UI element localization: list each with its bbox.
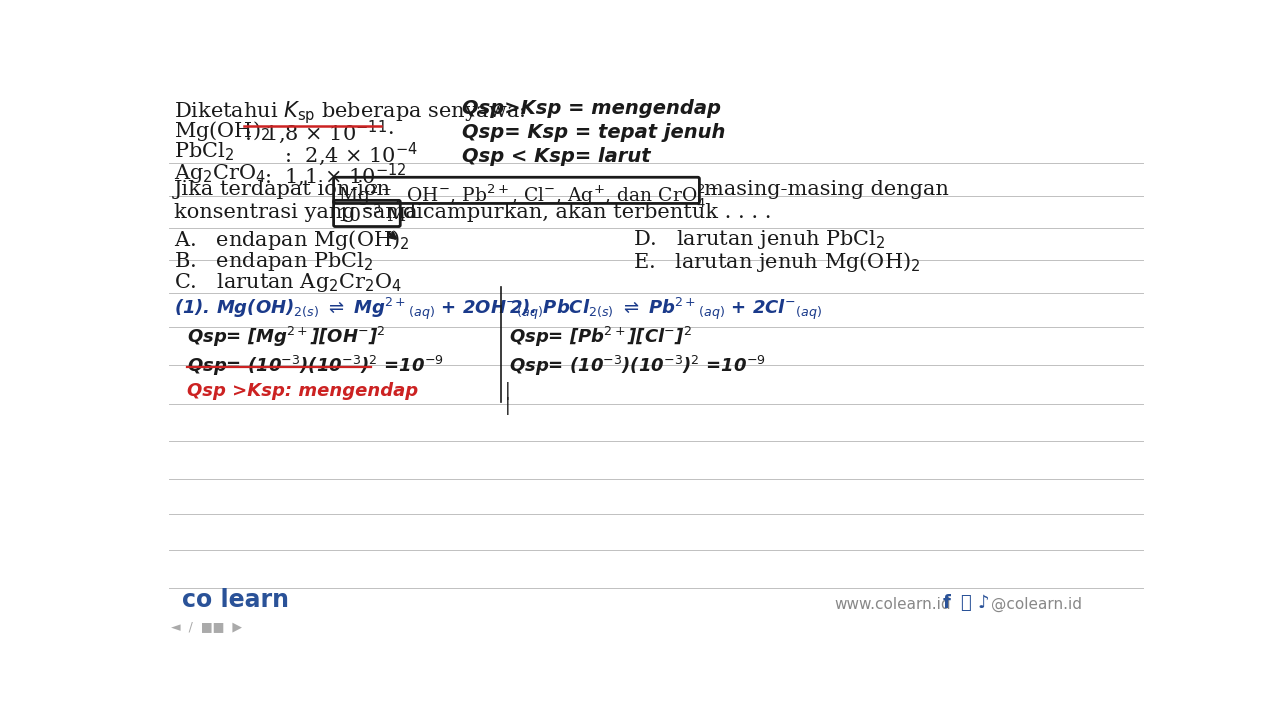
- Text: Qsp= (10$^{-3}$)(10$^{-3}$)$^2$ =10$^{-9}$: Qsp= (10$^{-3}$)(10$^{-3}$)$^2$ =10$^{-9…: [508, 354, 765, 379]
- Text: Qsp= Ksp = tepat jenuh: Qsp= Ksp = tepat jenuh: [462, 123, 726, 143]
- Text: Qsp >Ksp: mengendap: Qsp >Ksp: mengendap: [187, 382, 419, 400]
- Text: ♪: ♪: [978, 593, 989, 611]
- Text: co learn: co learn: [182, 588, 289, 611]
- Text: Ⓘ: Ⓘ: [960, 593, 970, 611]
- Text: Qsp= (10$^{-3}$)(10$^{-3}$)$^2$ =10$^{-9}$: Qsp= (10$^{-3}$)(10$^{-3}$)$^2$ =10$^{-9…: [187, 354, 444, 379]
- Text: Qsp < Ksp= larut: Qsp < Ksp= larut: [462, 147, 650, 166]
- Text: Qsp>Ksp = mengendap: Qsp>Ksp = mengendap: [462, 99, 721, 119]
- Text: Diketahui $K_{\mathrm{sp}}$ beberapa senyawa:: Diketahui $K_{\mathrm{sp}}$ beberapa sen…: [174, 99, 526, 126]
- Text: masing-masing dengan: masing-masing dengan: [704, 180, 948, 199]
- Text: Ag$_2$CrO$_4$: Ag$_2$CrO$_4$: [174, 162, 266, 185]
- Text: |: |: [504, 397, 511, 415]
- Text: :  1,8 × 10$^{-11}$·: : 1,8 × 10$^{-11}$·: [238, 119, 393, 146]
- Text: :  1,1 × 10$^{-12}$: : 1,1 × 10$^{-12}$: [251, 162, 407, 189]
- Text: 10$^{-3}$ M: 10$^{-3}$ M: [338, 205, 407, 227]
- Text: dicampurkan, akan terbentuk . . . .: dicampurkan, akan terbentuk . . . .: [403, 204, 772, 222]
- Text: www.colearn.id: www.colearn.id: [835, 597, 951, 611]
- Text: :  2,4 × 10$^{-4}$: : 2,4 × 10$^{-4}$: [238, 140, 417, 168]
- Text: Qsp= [Mg$^{2+}$][OH$^{-}$]$^2$: Qsp= [Mg$^{2+}$][OH$^{-}$]$^2$: [187, 325, 385, 349]
- Text: @colearn.id: @colearn.id: [991, 596, 1082, 611]
- Text: A.   endapan Mg(OH)$_2$: A. endapan Mg(OH)$_2$: [174, 228, 410, 252]
- Text: C.   larutan Ag$_2$Cr$_2$O$_4$: C. larutan Ag$_2$Cr$_2$O$_4$: [174, 271, 402, 294]
- Text: D.   larutan jenuh PbCl$_2$: D. larutan jenuh PbCl$_2$: [632, 228, 886, 251]
- Text: B.   endapan PbCl$_2$: B. endapan PbCl$_2$: [174, 250, 374, 273]
- Text: Mg$^{2+}$, OH$^{-}$, Pb$^{2+}$, Cl$^{-}$, Ag$^{+}$, dan CrO$_4^{2-}$: Mg$^{2+}$, OH$^{-}$, Pb$^{2+}$, Cl$^{-}$…: [338, 182, 719, 209]
- Text: Qsp= [Pb$^{2+}$][Cl$^{-}$]$^2$: Qsp= [Pb$^{2+}$][Cl$^{-}$]$^2$: [508, 325, 691, 349]
- Text: 2). PbCl$_{2(s)}$ $\rightleftharpoons$ Pb$^{2+}$$_{(aq)}$ + 2Cl$^{-}$$_{(aq)}$: 2). PbCl$_{2(s)}$ $\rightleftharpoons$ P…: [508, 296, 822, 322]
- Text: E.   larutan jenuh Mg(OH)$_2$: E. larutan jenuh Mg(OH)$_2$: [632, 250, 920, 274]
- Text: |: |: [504, 382, 511, 400]
- Text: Mg(OH)$_2$: Mg(OH)$_2$: [174, 119, 270, 143]
- Text: PbCl$_2$: PbCl$_2$: [174, 140, 234, 163]
- Text: f: f: [943, 593, 951, 611]
- Text: ◄  /  ■■  ▶: ◄ / ■■ ▶: [170, 620, 242, 633]
- Text: Jika terdapat ion-ion: Jika terdapat ion-ion: [174, 180, 390, 199]
- Text: konsentrasi yang sama: konsentrasi yang sama: [174, 204, 417, 222]
- Text: (1). Mg(OH)$_{2(s)}$ $\rightleftharpoons$ Mg$^{2+}$$_{(aq)}$ + 2OH$^{-}$$_{(aq)}: (1). Mg(OH)$_{2(s)}$ $\rightleftharpoons…: [174, 296, 543, 322]
